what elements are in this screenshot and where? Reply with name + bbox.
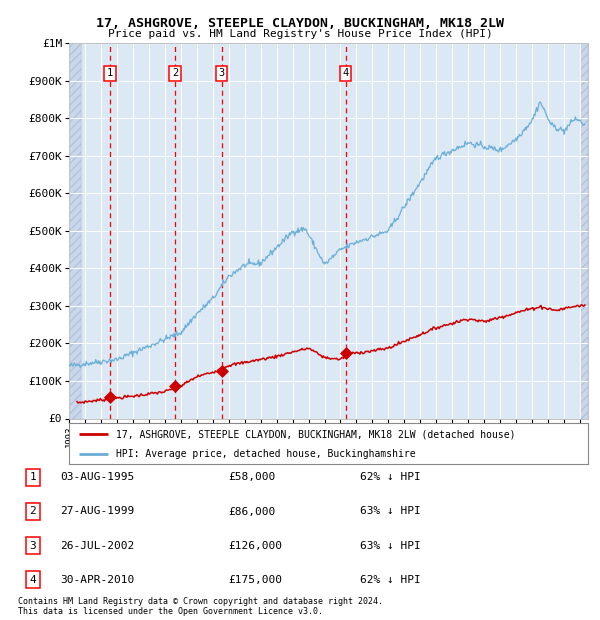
- Bar: [581, 43, 588, 418]
- Text: £58,000: £58,000: [228, 472, 275, 482]
- Text: 62% ↓ HPI: 62% ↓ HPI: [360, 575, 421, 585]
- Text: £175,000: £175,000: [228, 575, 282, 585]
- Text: £126,000: £126,000: [228, 541, 282, 551]
- Text: 62% ↓ HPI: 62% ↓ HPI: [360, 472, 421, 482]
- Bar: [69, 43, 81, 418]
- Text: HPI: Average price, detached house, Buckinghamshire: HPI: Average price, detached house, Buck…: [116, 449, 415, 459]
- Text: 30-APR-2010: 30-APR-2010: [60, 575, 134, 585]
- Text: 2: 2: [172, 68, 178, 78]
- Text: £86,000: £86,000: [228, 507, 275, 516]
- Bar: [581, 43, 588, 418]
- Text: 63% ↓ HPI: 63% ↓ HPI: [360, 541, 421, 551]
- Text: 4: 4: [29, 575, 37, 585]
- Text: 03-AUG-1995: 03-AUG-1995: [60, 472, 134, 482]
- Text: 17, ASHGROVE, STEEPLE CLAYDON, BUCKINGHAM, MK18 2LW (detached house): 17, ASHGROVE, STEEPLE CLAYDON, BUCKINGHA…: [116, 429, 515, 440]
- Text: 2: 2: [29, 507, 37, 516]
- Text: 17, ASHGROVE, STEEPLE CLAYDON, BUCKINGHAM, MK18 2LW: 17, ASHGROVE, STEEPLE CLAYDON, BUCKINGHA…: [96, 17, 504, 30]
- Text: 26-JUL-2002: 26-JUL-2002: [60, 541, 134, 551]
- Text: 1: 1: [29, 472, 37, 482]
- Text: 3: 3: [218, 68, 225, 78]
- Text: 1: 1: [107, 68, 113, 78]
- Text: Price paid vs. HM Land Registry's House Price Index (HPI): Price paid vs. HM Land Registry's House …: [107, 29, 493, 38]
- Text: 3: 3: [29, 541, 37, 551]
- Text: 27-AUG-1999: 27-AUG-1999: [60, 507, 134, 516]
- Bar: [69, 43, 81, 418]
- Text: This data is licensed under the Open Government Licence v3.0.: This data is licensed under the Open Gov…: [18, 607, 323, 616]
- Text: 63% ↓ HPI: 63% ↓ HPI: [360, 507, 421, 516]
- Text: 4: 4: [343, 68, 349, 78]
- Text: Contains HM Land Registry data © Crown copyright and database right 2024.: Contains HM Land Registry data © Crown c…: [18, 597, 383, 606]
